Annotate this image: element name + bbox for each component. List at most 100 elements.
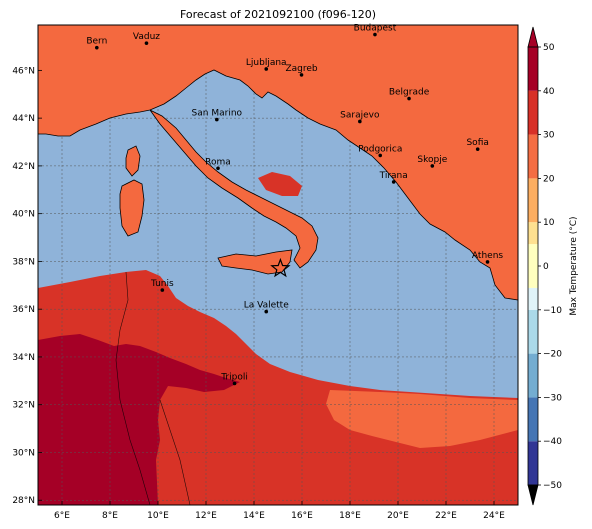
- colorbar-tick-label: −10: [543, 306, 562, 316]
- city-dot-icon: [407, 96, 411, 101]
- city-label: Tunis: [150, 279, 174, 289]
- city-marker: Athens: [472, 251, 503, 264]
- colorbar-tick-label: 40: [543, 87, 555, 97]
- city-marker: Zagreb: [285, 64, 318, 77]
- city-dot-icon: [215, 117, 219, 122]
- city-label: Belgrade: [389, 88, 430, 98]
- colorbar-extend-max-icon: [527, 26, 539, 48]
- city-label: Sarajevo: [340, 110, 380, 120]
- colorbar-segment: [528, 90, 538, 135]
- y-tick-label: 38°N: [12, 257, 35, 267]
- colorbar-segment: [528, 287, 538, 310]
- city-label: Budapest: [354, 24, 397, 34]
- city-marker: Sarajevo: [340, 110, 380, 124]
- x-tick-label: 6°E: [54, 511, 70, 521]
- city-dot-icon: [144, 41, 149, 45]
- colorbar-tick-label: −30: [543, 393, 562, 403]
- y-tick-label: 44°N: [12, 114, 35, 124]
- city-marker: Vaduz: [133, 32, 160, 45]
- map-title: Forecast of 2021092100 (f096-120): [180, 8, 376, 21]
- colorbar-tick-label: −40: [543, 437, 562, 447]
- city-label: Skopje: [417, 155, 447, 165]
- city-label: Bern: [86, 37, 107, 47]
- city-marker: La Valette: [244, 301, 289, 314]
- map-frame: [37, 24, 519, 506]
- city-label: Zagreb: [285, 64, 317, 74]
- x-tick-label: 8°E: [102, 511, 118, 521]
- city-dot-icon: [299, 73, 304, 77]
- y-tick-label: 42°N: [12, 162, 35, 172]
- city-label: Tirana: [379, 171, 408, 181]
- x-tick-label: 18°E: [339, 511, 361, 521]
- temperature-band-40-50: [38, 334, 240, 505]
- city-label: Roma: [205, 157, 231, 167]
- x-tick-label: 10°E: [147, 511, 169, 521]
- city-dot-icon: [485, 260, 490, 264]
- colorbar-tick-label: 30: [543, 131, 555, 141]
- colorbar-segment: [528, 353, 538, 398]
- y-tick-label: 40°N: [12, 210, 35, 220]
- city-label: Ljubljana: [246, 58, 287, 68]
- colorbar-label: Max Temperature (°C): [569, 216, 579, 315]
- city-marker: Skopje: [417, 155, 448, 168]
- latitude-tick-labels: 28°N 30°N 32°N 34°N 36°N 38°N 40°N 42°N 44°N 46°N: [12, 66, 42, 506]
- city-dot-icon: [358, 119, 362, 124]
- y-tick-label: 36°N: [12, 305, 35, 315]
- city-label: La Valette: [244, 301, 289, 311]
- x-tick-label: 24°E: [483, 511, 505, 521]
- city-dot-icon: [430, 164, 435, 168]
- city-marker: San Marino: [192, 109, 243, 122]
- city-dot-icon: [378, 153, 383, 158]
- city-dot-icon: [391, 180, 396, 184]
- location-star-icon: [270, 257, 291, 278]
- colorbar: 50 40 30 20 10 0 −10 −20 −30 −40 −50: [527, 26, 562, 506]
- city-marker: Budapest: [354, 24, 397, 37]
- colorbar-tick-label: −20: [543, 350, 562, 360]
- city-dot-icon: [160, 288, 165, 292]
- city-label: Podgorica: [358, 144, 402, 154]
- colorbar-segment: [528, 397, 538, 442]
- colorbar-segment: [528, 441, 538, 485]
- colorbar-segment: [528, 178, 538, 223]
- y-tick-label: 30°N: [12, 448, 35, 458]
- colorbar-segment: [528, 134, 538, 179]
- y-tick-label: 46°N: [12, 66, 35, 76]
- longitude-tick-labels: 6°E 8°E 10°E 12°E 14°E 16°E 18°E 20°E 22°E 24°E: [54, 501, 505, 521]
- city-dot-icon: [373, 32, 377, 37]
- y-tick-label: 28°N: [12, 496, 35, 506]
- colorbar-tick-label: 50: [543, 43, 555, 53]
- city-marker: Tripoli: [220, 372, 248, 386]
- x-tick-label: 12°E: [195, 511, 217, 521]
- city-marker: Belgrade: [389, 88, 430, 101]
- city-label: Sofia: [466, 138, 488, 148]
- city-label: San Marino: [192, 109, 243, 119]
- city-dot-icon: [264, 309, 269, 314]
- city-label: Vaduz: [133, 32, 160, 42]
- colorbar-segment: [528, 47, 538, 91]
- colorbar-tick-label: 10: [543, 218, 555, 228]
- city-marker: Roma: [205, 157, 231, 171]
- city-label: Athens: [472, 251, 503, 261]
- colorbar-segment: [528, 309, 538, 354]
- temperature-band-30-40-italy: [258, 172, 302, 196]
- colorbar-tick-label: 0: [543, 262, 549, 272]
- y-tick-label: 34°N: [12, 353, 35, 363]
- city-dot-icon: [264, 67, 269, 71]
- x-tick-label: 20°E: [387, 511, 409, 521]
- x-tick-label: 16°E: [291, 511, 313, 521]
- y-tick-label: 32°N: [12, 401, 35, 411]
- city-marker: Tirana: [379, 171, 408, 184]
- city-dot-icon: [232, 381, 237, 386]
- x-tick-label: 22°E: [435, 511, 457, 521]
- city-marker: Bern: [86, 37, 107, 50]
- colorbar-tick-label: 20: [543, 174, 555, 184]
- city-marker: Sofia: [466, 138, 489, 151]
- colorbar-extend-min-icon: [527, 484, 539, 506]
- colorbar-tick-label: −50: [543, 481, 562, 491]
- city-marker: Ljubljana: [246, 58, 287, 71]
- colorbar-segment: [528, 244, 538, 288]
- city-dot-icon: [475, 147, 480, 151]
- x-tick-label: 14°E: [243, 511, 265, 521]
